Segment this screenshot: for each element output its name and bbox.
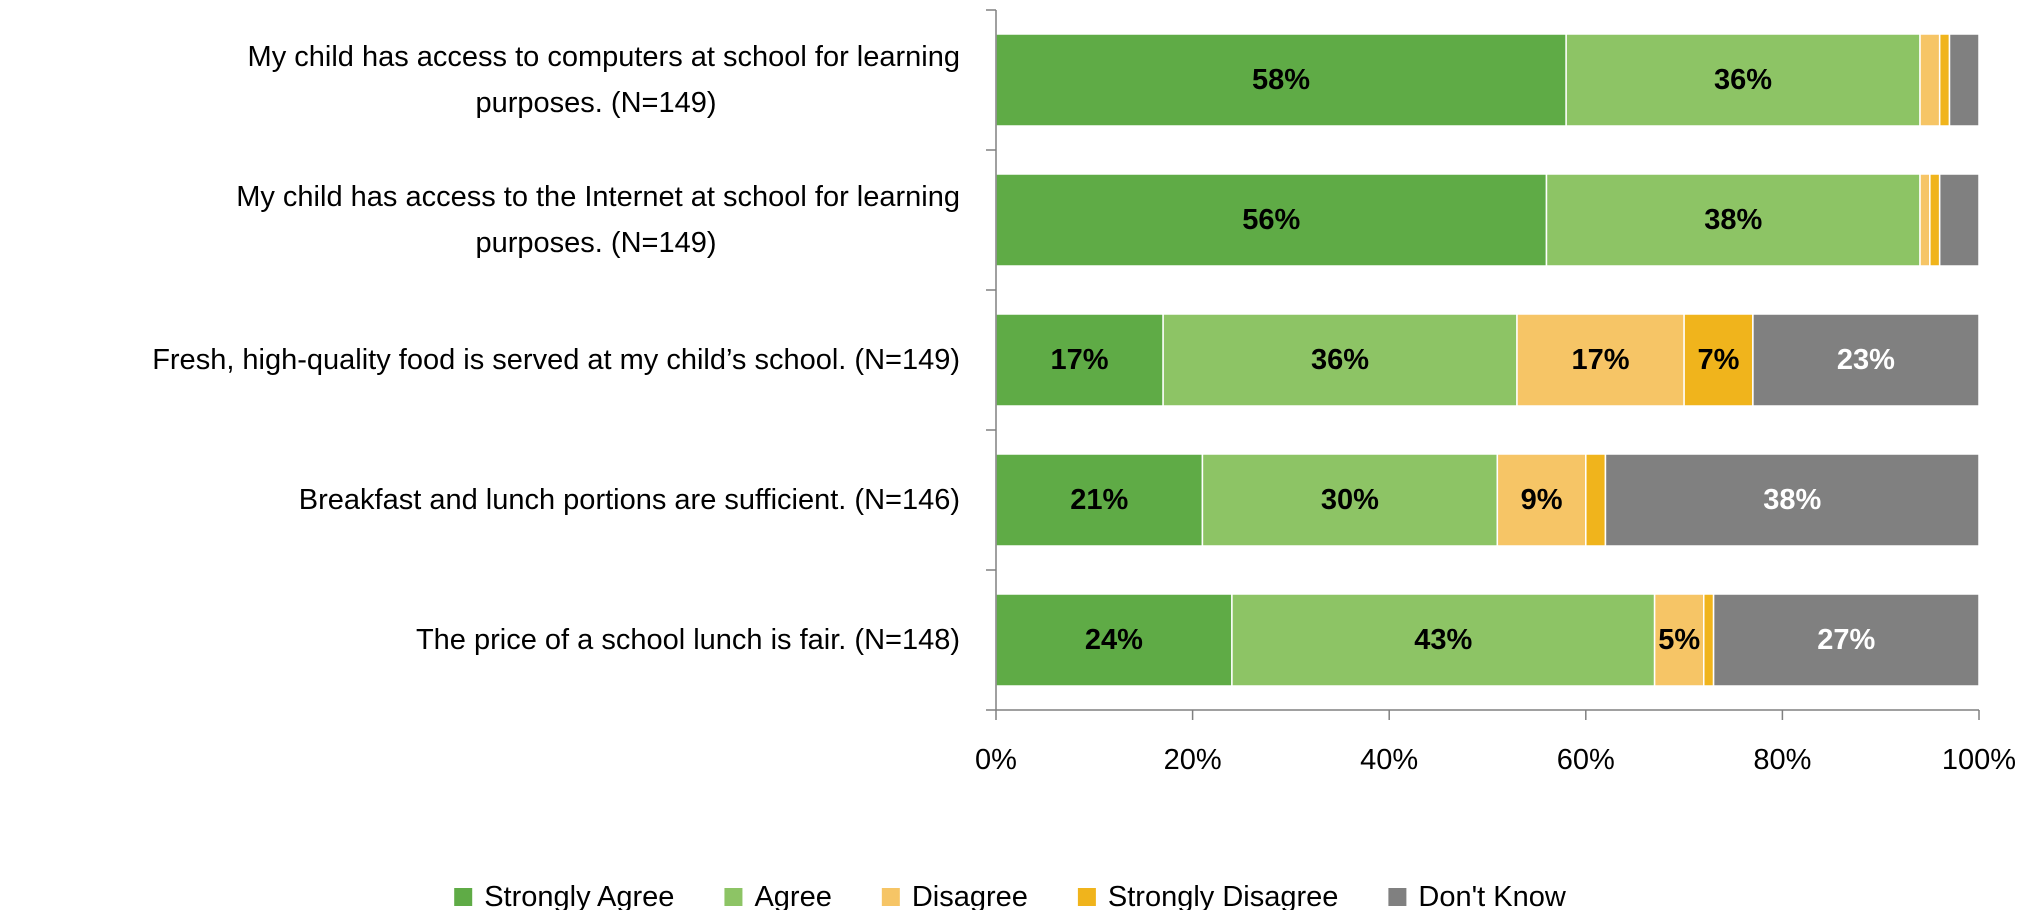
x-tick-label: 80% [1753,744,1811,776]
bar-segment [1948,33,1980,127]
legend-item: Don't Know [1388,881,1567,910]
legend-label: Agree [754,881,831,910]
bar-segment [1938,173,1980,267]
legend-swatch [724,888,743,906]
bar-segment [995,173,1548,267]
bar-segment [1516,313,1685,407]
axes: 0% 20% 40% 60% 80% 100% [975,9,2016,776]
bars [995,33,1980,687]
x-tick-label: 40% [1360,744,1418,776]
bar-segment [1752,313,1980,407]
bar-segment [1938,33,1951,127]
legend-label: Don't Know [1418,881,1566,910]
category-label: purposes. (N=149) [476,87,717,119]
bar-segment [1929,173,1941,267]
data-label: 43% [1414,624,1472,656]
bar-segment [1604,453,1980,547]
category-label: purposes. (N=149) [476,227,717,259]
category-label: My child has access to computers at scho… [248,41,960,73]
x-tick-label: 20% [1164,744,1222,776]
data-label: 56% [1242,204,1300,236]
data-label: 36% [1311,344,1369,376]
x-tick-label: 0% [975,744,1017,776]
legend-swatch [1388,888,1407,906]
bar-segment [1712,593,1980,687]
data-label: 38% [1704,204,1762,236]
data-labels: 58% 36% 56% 38% 17% 36% 17% 7% 23% 21% 30% 9% 38% 24%… [1051,64,1896,656]
data-label: 9% [1521,484,1563,516]
bar-segment [1653,593,1705,687]
data-label: 23% [1837,344,1895,376]
data-label: 17% [1051,344,1109,376]
category-label: Breakfast and lunch portions are suffici… [299,484,960,516]
data-label: 24% [1085,624,1143,656]
legend-label: Strongly Disagree [1108,881,1339,910]
bar-segment [1919,33,1941,127]
category-labels: My child has access to computers at scho… [152,41,960,656]
bar-segment [995,453,1204,547]
legend-label: Strongly Agree [484,881,674,910]
data-label: 17% [1572,344,1630,376]
bar-segment [1683,313,1754,407]
bar-segment [1496,453,1587,547]
bar-segment [1565,33,1921,127]
bar-segment [1585,453,1607,547]
data-label: 30% [1321,484,1379,516]
bar-segment [1162,313,1518,407]
legend: Strongly Agree Agree Disagree Strongly Disa… [454,881,1567,910]
bar-segment [995,593,1233,687]
data-label: 21% [1070,484,1128,516]
bar-segment [1919,173,1931,267]
bar-segment [995,313,1164,407]
category-label: My child has access to the Internet at s… [236,181,960,213]
x-tick-label: 60% [1557,744,1615,776]
data-label: 58% [1252,64,1310,96]
legend-item: Strongly Disagree [1077,881,1339,910]
bar-segment [995,33,1567,127]
data-label: 27% [1817,624,1875,656]
bar-segment [1231,593,1656,687]
x-tick-label: 100% [1942,744,2016,776]
category-label: Fresh, high-quality food is served at my… [152,344,960,376]
category-label: The price of a school lunch is fair. (N=… [416,624,960,656]
bar-segment [1545,173,1921,267]
legend-item: Disagree [881,881,1028,910]
data-label: 7% [1698,344,1740,376]
data-label: 5% [1658,624,1700,656]
legend-swatch [454,888,473,906]
bar-segment [1703,593,1715,687]
data-label: 36% [1714,64,1772,96]
data-label: 38% [1763,484,1821,516]
legend-label: Disagree [912,881,1028,910]
legend-swatch [881,888,900,906]
legend-swatch [1077,888,1096,906]
legend-item: Agree [724,881,832,910]
legend-item: Strongly Agree [454,881,674,910]
